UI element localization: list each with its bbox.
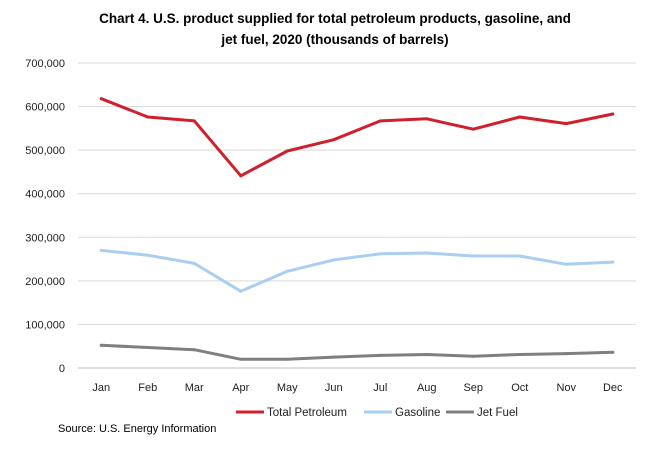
data-point — [239, 357, 243, 361]
y-tick-label: 100,000 — [25, 319, 65, 331]
data-point — [285, 357, 289, 361]
x-tick-label: Aug — [417, 382, 437, 394]
data-point — [611, 112, 615, 116]
data-point — [564, 122, 568, 126]
x-tick-label: Dec — [603, 382, 623, 394]
chart-title-line-1: Chart 4. U.S. product supplied for total… — [99, 11, 571, 26]
data-point — [332, 258, 336, 262]
data-point — [192, 119, 196, 123]
data-point — [471, 127, 475, 131]
data-point — [239, 289, 243, 293]
data-point — [611, 260, 615, 264]
data-point — [425, 251, 429, 255]
x-tick-label: May — [277, 382, 298, 394]
x-tick-label: Jan — [92, 382, 110, 394]
x-tick-label: Feb — [138, 382, 157, 394]
y-tick-label: 200,000 — [25, 276, 65, 288]
data-point — [285, 149, 289, 153]
data-point — [425, 117, 429, 121]
chart-title-line-2: jet fuel, 2020 (thousands of barrels) — [221, 32, 449, 47]
x-tick-label: Jun — [325, 382, 343, 394]
data-point — [192, 261, 196, 265]
y-tick-label: 300,000 — [25, 232, 65, 244]
data-point — [332, 355, 336, 359]
data-point — [146, 253, 150, 257]
data-point — [99, 248, 103, 252]
data-point — [518, 115, 522, 119]
series-line-1 — [99, 248, 615, 293]
series-line-0 — [99, 97, 615, 178]
y-tick-label: 400,000 — [25, 189, 65, 201]
data-point — [471, 254, 475, 258]
data-point — [285, 269, 289, 273]
legend-label: Gasoline — [395, 407, 440, 419]
data-point — [378, 353, 382, 357]
series-line-2 — [99, 343, 615, 361]
data-point — [518, 352, 522, 356]
data-point — [146, 115, 150, 119]
data-point — [99, 343, 103, 347]
x-tick-label: Mar — [185, 382, 204, 394]
data-point — [192, 348, 196, 352]
chart-title: Chart 4. U.S. product supplied for total… — [60, 8, 610, 50]
data-point — [378, 252, 382, 256]
y-tick-label: 600,000 — [25, 102, 65, 114]
data-point — [471, 354, 475, 358]
data-point — [378, 119, 382, 123]
source-note: Source: U.S. Energy Information — [58, 423, 217, 435]
data-point — [564, 262, 568, 266]
legend-label: Jet Fuel — [477, 407, 518, 419]
x-tick-label: Sep — [463, 382, 483, 394]
x-tick-label: Jul — [373, 382, 387, 394]
x-tick-label: Oct — [511, 382, 528, 394]
data-point — [425, 352, 429, 356]
y-tick-label: 500,000 — [25, 145, 65, 157]
data-point — [564, 352, 568, 356]
x-tick-label: Nov — [556, 382, 576, 394]
data-point — [99, 97, 103, 101]
data-point — [332, 138, 336, 142]
x-tick-label: Apr — [232, 382, 249, 394]
data-point — [611, 350, 615, 354]
legend-label: Total Petroleum — [267, 407, 347, 419]
data-point — [146, 346, 150, 350]
y-tick-label: 0 — [59, 363, 65, 375]
data-point — [239, 174, 243, 178]
data-point — [518, 254, 522, 258]
y-tick-label: 700,000 — [25, 58, 65, 70]
